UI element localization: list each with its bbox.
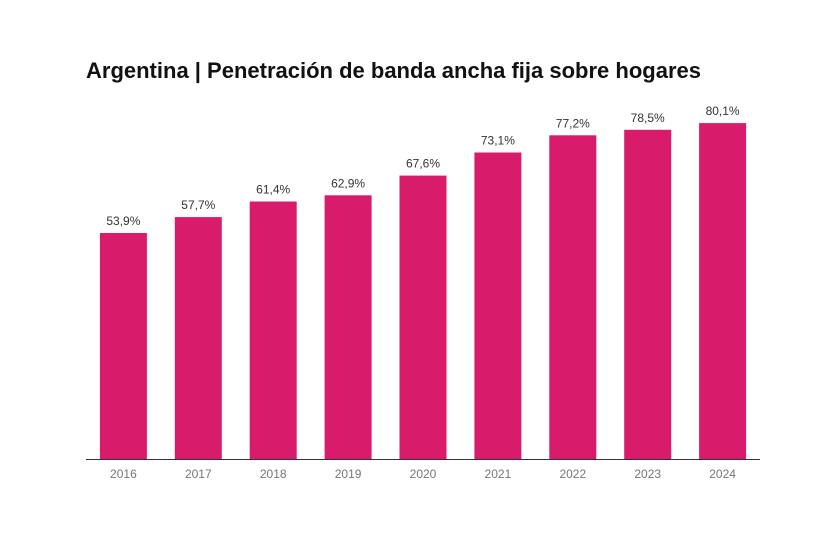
x-tick-label-2016: 2016 (110, 467, 137, 481)
x-tick-label-2023: 2023 (634, 467, 661, 481)
bar-2021 (474, 152, 522, 459)
data-label-2017: 57,7% (181, 198, 215, 212)
data-label-2021: 73,1% (481, 134, 515, 148)
data-label-2020: 67,6% (406, 157, 440, 171)
bar-2019 (324, 195, 372, 460)
data-label-2016: 53,9% (106, 214, 140, 228)
bar-2020 (399, 175, 447, 459)
bar-2017 (174, 217, 222, 459)
bar-2024 (699, 123, 747, 459)
data-label-2023: 78,5% (631, 111, 665, 125)
x-tick-label-2019: 2019 (335, 467, 362, 481)
x-tick-label-2022: 2022 (559, 467, 586, 481)
bar-2023 (624, 129, 672, 460)
data-label-2018: 61,4% (256, 183, 290, 197)
x-tick-labels-group: 2016 2017 2018 2019 2020 2021 2022 2023 2024 (110, 467, 736, 481)
x-tick-label-2017: 2017 (185, 467, 212, 481)
data-label-2024: 80,1% (706, 104, 740, 118)
data-label-2019: 62,9% (331, 176, 365, 190)
data-label-2022: 77,2% (556, 116, 590, 130)
bar-2016 (99, 233, 147, 459)
data-labels-group: 53,9% 57,7% 61,4% 62,9% 67,6% 73,1% 77,2% 78,5%… (106, 104, 740, 228)
x-tick-label-2020: 2020 (410, 467, 437, 481)
chart-title: Argentina | Penetración de banda ancha f… (86, 58, 701, 83)
bar-2022 (549, 135, 597, 460)
x-tick-label-2018: 2018 (260, 467, 287, 481)
bars-group (99, 123, 747, 460)
x-tick-label-2024: 2024 (709, 467, 736, 481)
x-tick-label-2021: 2021 (485, 467, 512, 481)
bar-2018 (249, 201, 297, 459)
